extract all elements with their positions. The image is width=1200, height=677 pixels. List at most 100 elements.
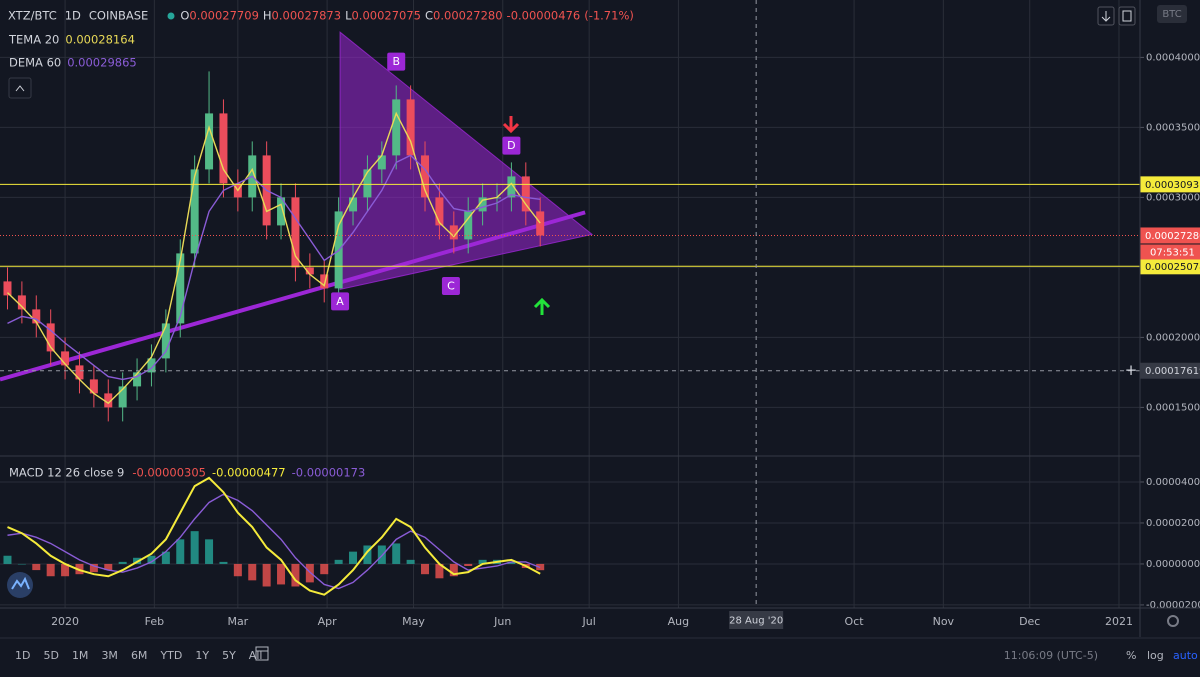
trendline	[0, 210, 586, 382]
last-price-tag-label: 0.00027280	[1145, 231, 1200, 242]
macd-histogram-bar	[205, 539, 214, 564]
candle-body	[104, 393, 113, 408]
macd-histogram-bar	[334, 559, 343, 564]
status-dot	[167, 12, 175, 20]
macd-histogram-bar	[406, 559, 415, 564]
pattern-point-box	[387, 52, 406, 71]
ohlc-prefix: C	[425, 9, 433, 23]
candle-body	[46, 323, 55, 352]
range-button[interactable]: 6M	[131, 649, 148, 662]
signal-value: -0.00000173	[292, 466, 366, 480]
y-tick-label: 0.00040000	[1146, 52, 1200, 63]
macd-histogram-bar	[219, 561, 228, 564]
fullscreen-button[interactable]	[1118, 6, 1136, 26]
x-tick-label: Dec	[1019, 615, 1040, 628]
ohlc-value: 0.00027280	[433, 9, 503, 23]
crosshair-date-label: 28 Aug '20	[729, 616, 783, 627]
macd-histogram-bar	[305, 563, 314, 583]
macd-histogram-bar	[161, 551, 170, 564]
range-button[interactable]: 3M	[101, 649, 118, 662]
macd-line	[7, 476, 541, 596]
macd-histogram-bar	[118, 561, 127, 564]
candle-body	[291, 197, 300, 268]
indicator-value: 0.00028164	[65, 33, 135, 47]
candle-body	[406, 99, 415, 156]
last-price-tag	[1140, 227, 1200, 244]
candle-body	[205, 113, 214, 170]
scale-option[interactable]: %	[1126, 649, 1136, 662]
macd-histogram-bar	[464, 563, 473, 566]
signal-line	[7, 493, 541, 590]
candle-body	[32, 309, 41, 324]
macd-histogram-bar	[89, 563, 98, 573]
range-button[interactable]: YTD	[159, 649, 182, 662]
pattern-point-box	[502, 136, 521, 155]
candle-body	[521, 176, 530, 212]
x-tick-label: Nov	[933, 615, 955, 628]
macd-histogram-bar	[277, 563, 286, 585]
range-button[interactable]: 5D	[43, 649, 58, 662]
candle-body	[161, 323, 170, 359]
x-tick-label: 2021	[1105, 615, 1133, 628]
range-button[interactable]: 1Y	[195, 649, 209, 662]
macd-histogram-bar	[104, 563, 113, 571]
settings-button[interactable]	[1167, 615, 1179, 627]
overlay-line	[6, 111, 541, 405]
x-tick-label: Oct	[845, 615, 865, 628]
crosshair-plus: +	[1125, 361, 1138, 379]
macd-histogram-bar	[478, 559, 487, 564]
collapse-button[interactable]	[8, 77, 32, 99]
pattern-point-box	[331, 292, 350, 311]
countdown-label: 07:53:51	[1150, 247, 1195, 258]
exchange: COINBASE	[89, 9, 148, 23]
pattern-point-box	[441, 277, 460, 295]
x-tick-label: Aug	[668, 615, 689, 628]
macd-histogram-bar	[421, 563, 430, 575]
grid	[0, 0, 1140, 608]
symbol: XTZ/BTC	[8, 9, 57, 23]
triangle-pattern	[339, 31, 594, 291]
range-button[interactable]: 1M	[72, 649, 89, 662]
scale-option[interactable]: log	[1147, 649, 1164, 662]
x-tick-label: Feb	[145, 615, 164, 628]
level-tag	[1140, 258, 1200, 275]
macd-histogram-bar	[291, 563, 300, 587]
interval: 1D	[65, 9, 81, 23]
macd-histogram-bar	[248, 563, 257, 581]
download-button[interactable]	[1097, 6, 1115, 26]
macd-histogram-bar	[46, 563, 55, 577]
x-tick-label: May	[402, 615, 425, 628]
x-tick-label: 2020	[51, 615, 79, 628]
candle-body	[478, 197, 487, 212]
pattern-point-label: B	[392, 55, 400, 68]
candle-body	[435, 197, 444, 226]
crosshair-tag-label: 0.00017619	[1145, 366, 1200, 377]
logo	[7, 572, 33, 598]
indicator-value: 0.00029865	[67, 56, 137, 70]
symbol-badge-text: BTC	[1162, 9, 1181, 20]
date-range-button[interactable]	[255, 646, 269, 661]
macd-histogram-bar	[176, 539, 185, 564]
candle-body	[349, 197, 358, 212]
candle-body	[190, 169, 199, 254]
candle-body	[392, 99, 401, 156]
macd-histogram-bar	[435, 563, 444, 579]
candle-body	[3, 281, 12, 296]
range-button[interactable]: 1D	[15, 649, 30, 662]
range-button[interactable]: 5Y	[222, 649, 236, 662]
candle-body	[61, 351, 70, 366]
candle-body	[176, 253, 185, 324]
macd-histogram-bar	[449, 563, 458, 577]
scale-option[interactable]: auto	[1173, 649, 1198, 662]
overlay: 2020 Feb Mar Apr May Jun Jul Aug Oct Nov Dec 2021 0.…	[0, 0, 1200, 662]
macd-histogram-bar	[392, 543, 401, 564]
ohlc-value: 0.00027075	[351, 9, 421, 23]
ohlc-prefix: L	[345, 9, 352, 23]
level-tag	[1140, 176, 1200, 193]
candle-body	[17, 295, 26, 310]
